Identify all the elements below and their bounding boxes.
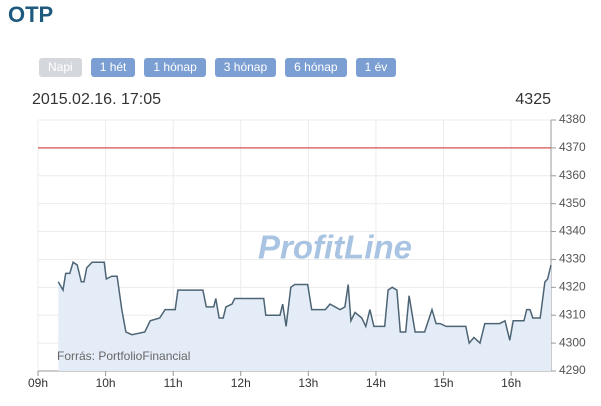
source-note: Forrás: PortfolioFinancial [57, 349, 190, 363]
range-button[interactable]: Napi [39, 58, 82, 77]
y-tick-label: 4330 [559, 252, 586, 266]
y-tick-label: 4320 [559, 280, 586, 294]
timestamp: 2015.02.16. 17:05 [32, 91, 161, 108]
x-tick-label: 15h [434, 376, 454, 390]
y-tick-label: 4290 [559, 363, 586, 377]
range-button[interactable]: 1 hét [90, 58, 136, 77]
x-tick-label: 11h [164, 376, 183, 390]
x-tick-label: 16h [501, 376, 521, 390]
x-tick-label: 09h [28, 376, 48, 390]
y-tick-label: 4350 [559, 196, 586, 210]
y-tick-label: 4300 [559, 335, 586, 349]
y-tick-label: 4340 [559, 224, 586, 238]
watermark: ProfitLine [258, 229, 412, 266]
y-tick-label: 4310 [559, 307, 586, 321]
y-tick-label: 4380 [559, 112, 586, 126]
range-buttons: Napi 1 hét 1 hónap 3 hónap 6 hónap 1 év [39, 58, 397, 77]
price-line [57, 260, 552, 345]
last-price: 4325 [515, 91, 551, 108]
y-tick-label: 4360 [559, 168, 586, 182]
chart-title: OTP [8, 2, 54, 27]
x-tick-label: 10h [96, 376, 116, 390]
range-button[interactable]: 3 hónap [214, 58, 277, 77]
x-tick-label: 12h [231, 376, 251, 390]
range-button[interactable]: 1 év [355, 58, 397, 77]
range-button[interactable]: 6 hónap [285, 58, 347, 77]
x-tick-label: 13h [298, 376, 318, 390]
x-tick-label: 14h [366, 376, 386, 390]
area-fill [58, 262, 552, 371]
y-tick-label: 4370 [559, 140, 586, 154]
range-button[interactable]: 1 hónap [144, 58, 206, 77]
